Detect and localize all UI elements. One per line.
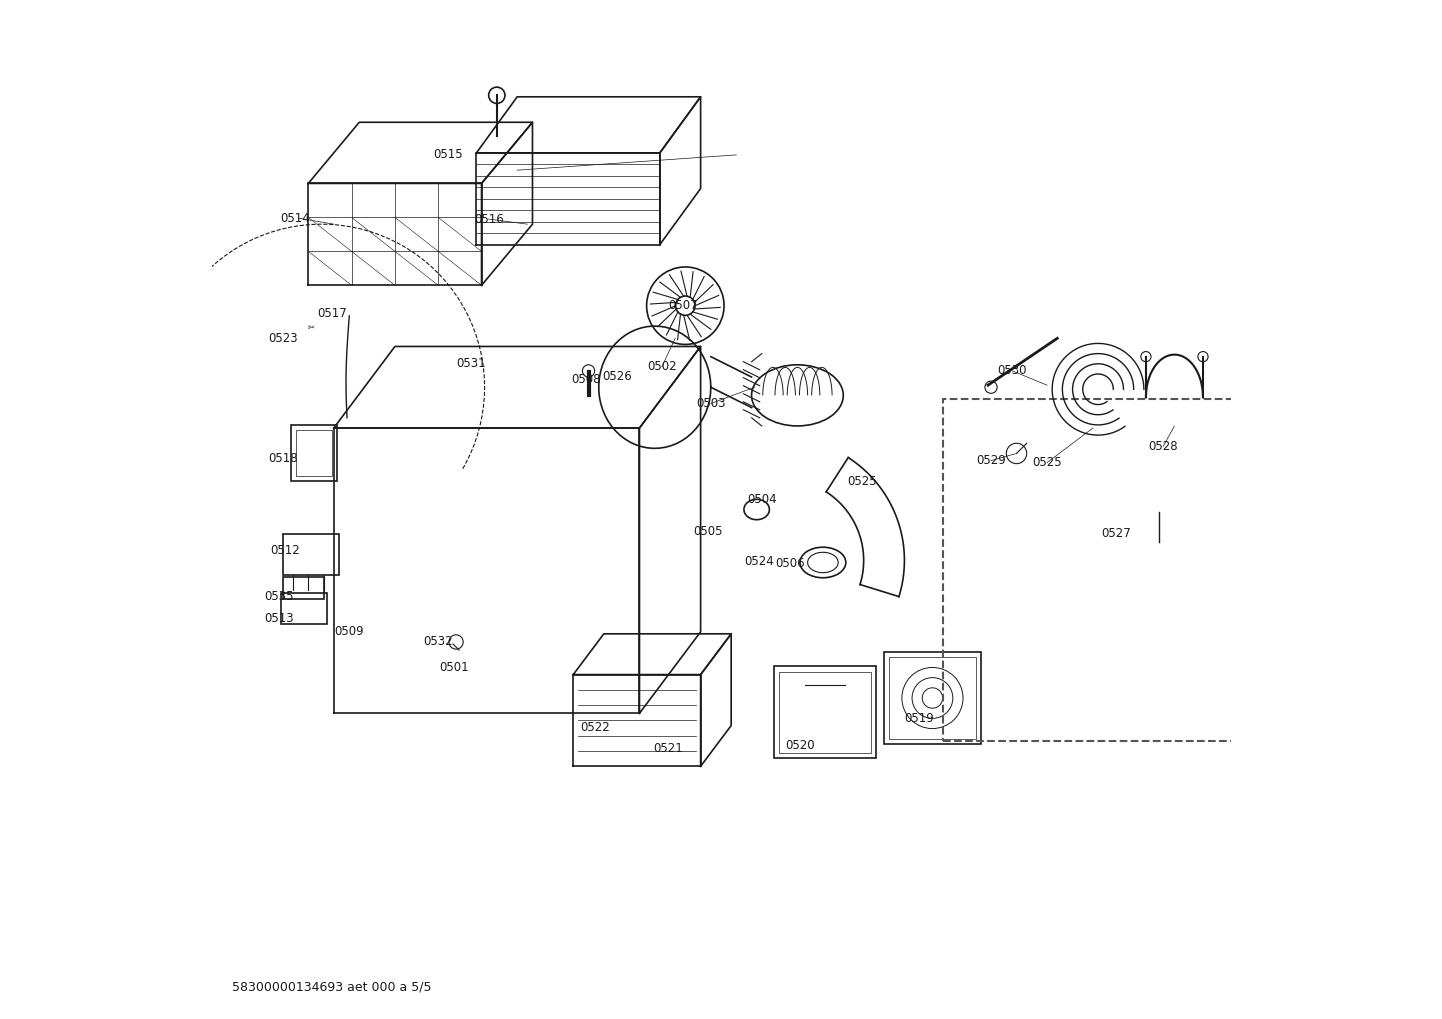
- Text: 0517: 0517: [317, 308, 346, 320]
- Text: 0519: 0519: [904, 712, 933, 725]
- Text: 0529: 0529: [976, 454, 1007, 467]
- Text: 0528: 0528: [1148, 440, 1178, 452]
- Bar: [283, 534, 339, 575]
- Text: 0515: 0515: [433, 149, 463, 161]
- Text: 0535: 0535: [264, 590, 294, 602]
- Text: 0513: 0513: [264, 612, 294, 625]
- Text: 0526: 0526: [603, 370, 632, 382]
- Text: 0512: 0512: [270, 544, 300, 556]
- Bar: [283, 577, 323, 599]
- Bar: [774, 666, 875, 758]
- Text: 0514: 0514: [280, 212, 310, 224]
- Bar: [890, 657, 976, 739]
- Text: 0507: 0507: [669, 300, 698, 312]
- Text: 0509: 0509: [335, 626, 363, 638]
- Text: 0531: 0531: [457, 358, 486, 370]
- Bar: [296, 430, 332, 476]
- Text: 0518: 0518: [268, 452, 297, 465]
- Text: 0524: 0524: [744, 555, 773, 568]
- Bar: [281, 593, 327, 624]
- Text: 0504: 0504: [747, 493, 777, 505]
- Text: 0525: 0525: [846, 476, 877, 488]
- Bar: [943, 399, 1255, 741]
- Text: 0503: 0503: [696, 397, 725, 410]
- Text: 0523: 0523: [268, 332, 297, 344]
- Text: 0505: 0505: [694, 526, 722, 538]
- Text: ✂: ✂: [307, 323, 314, 332]
- Text: 0521: 0521: [653, 743, 684, 755]
- Text: 0508: 0508: [571, 373, 601, 385]
- Text: 0525: 0525: [1032, 457, 1061, 469]
- Text: 0527: 0527: [1102, 528, 1131, 540]
- Text: 0532: 0532: [423, 636, 453, 648]
- Text: 0502: 0502: [647, 361, 676, 373]
- Text: 0522: 0522: [580, 721, 610, 734]
- Text: 58300000134693 aet 000 a 5/5: 58300000134693 aet 000 a 5/5: [232, 980, 431, 994]
- Bar: [884, 652, 981, 744]
- Text: 0530: 0530: [998, 365, 1027, 377]
- Text: 0501: 0501: [440, 661, 469, 674]
- Text: 0506: 0506: [776, 557, 805, 570]
- Text: 0520: 0520: [786, 740, 815, 752]
- Bar: [779, 672, 871, 753]
- Bar: [291, 425, 337, 481]
- Text: 0516: 0516: [474, 213, 503, 225]
